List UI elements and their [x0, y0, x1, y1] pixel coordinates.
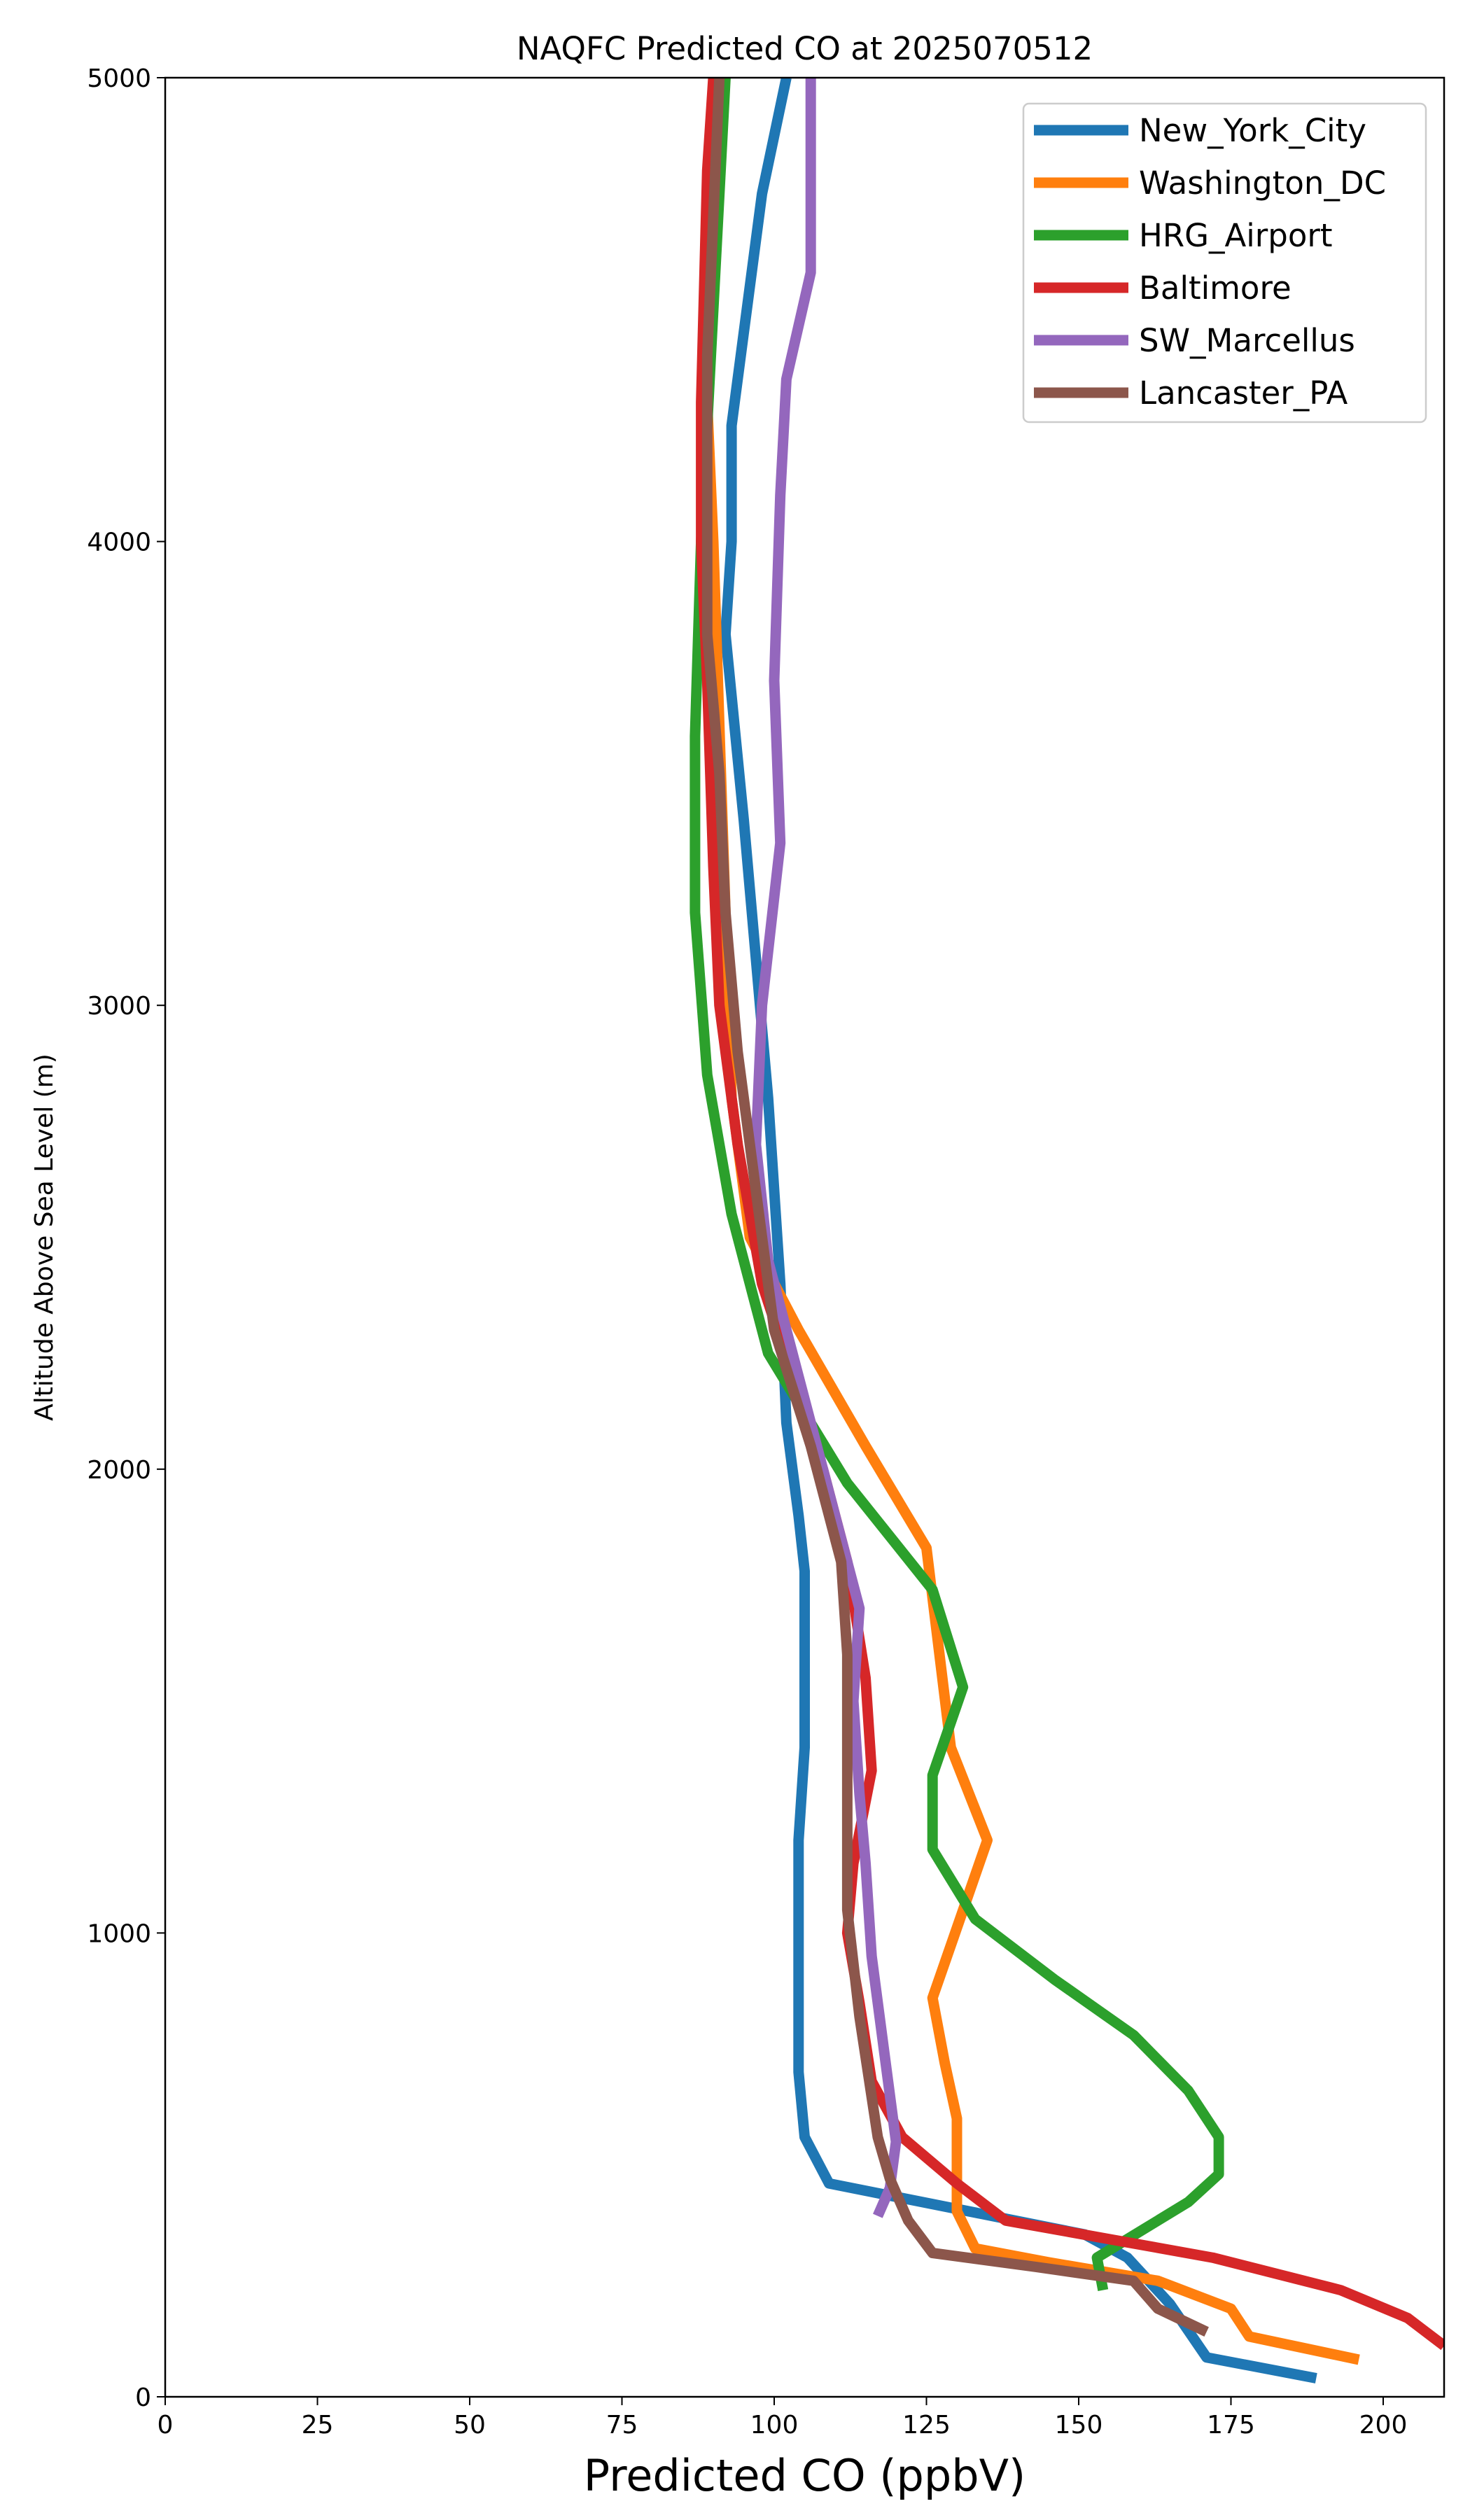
series-line-HRG_Airport: [690, 78, 1224, 2291]
legend-label: New_York_City: [1139, 112, 1366, 149]
x-tick-label: 175: [1207, 2411, 1255, 2440]
chart-title: NAQFC Predicted CO at 2025070512: [517, 30, 1093, 67]
y-tick-label: 4000: [87, 528, 151, 557]
y-tick-label: 0: [135, 2384, 151, 2412]
x-tick-label: 150: [1055, 2411, 1103, 2440]
y-tick-label: 1000: [87, 1919, 151, 1948]
y-tick-label: 5000: [87, 64, 151, 93]
x-axis-label: Predicted CO (ppbV): [584, 2450, 1026, 2501]
series-line-Baltimore: [696, 78, 1444, 2351]
series-line-SW_Marcellus: [750, 78, 902, 2218]
x-tick-label: 75: [606, 2411, 638, 2440]
x-tick-label: 25: [302, 2411, 334, 2440]
legend-label: Washington_DC: [1139, 164, 1386, 202]
x-axis: 0 25 50 75 100 125 150 175 200: [158, 2397, 1408, 2440]
x-tick-label: 125: [902, 2411, 951, 2440]
legend-label: SW_Marcellus: [1139, 322, 1355, 359]
x-tick-label: 50: [454, 2411, 486, 2440]
series-line-Washington_DC: [701, 78, 1360, 2365]
legend-label: Baltimore: [1139, 270, 1292, 307]
legend: New_York_City Washington_DC HRG_Airport Bal…: [1022, 102, 1427, 424]
x-tick-label: 0: [158, 2411, 174, 2440]
y-axis: 0 1000 2000 3000 4000 5000: [87, 64, 165, 2412]
legend-label: HRG_Airport: [1139, 217, 1333, 254]
y-axis-label: Altitude Above Sea Level (m): [30, 1054, 59, 1421]
y-tick-label: 2000: [87, 1456, 151, 1485]
plot-frame: [164, 76, 1446, 2398]
legend-label: Lancaster_PA: [1139, 374, 1348, 412]
series-layer: [690, 78, 1444, 2384]
y-tick-label: 3000: [87, 992, 151, 1021]
x-tick-label: 100: [750, 2411, 799, 2440]
x-tick-label: 200: [1359, 2411, 1408, 2440]
series-line-Lancaster_PA: [701, 78, 1209, 2337]
